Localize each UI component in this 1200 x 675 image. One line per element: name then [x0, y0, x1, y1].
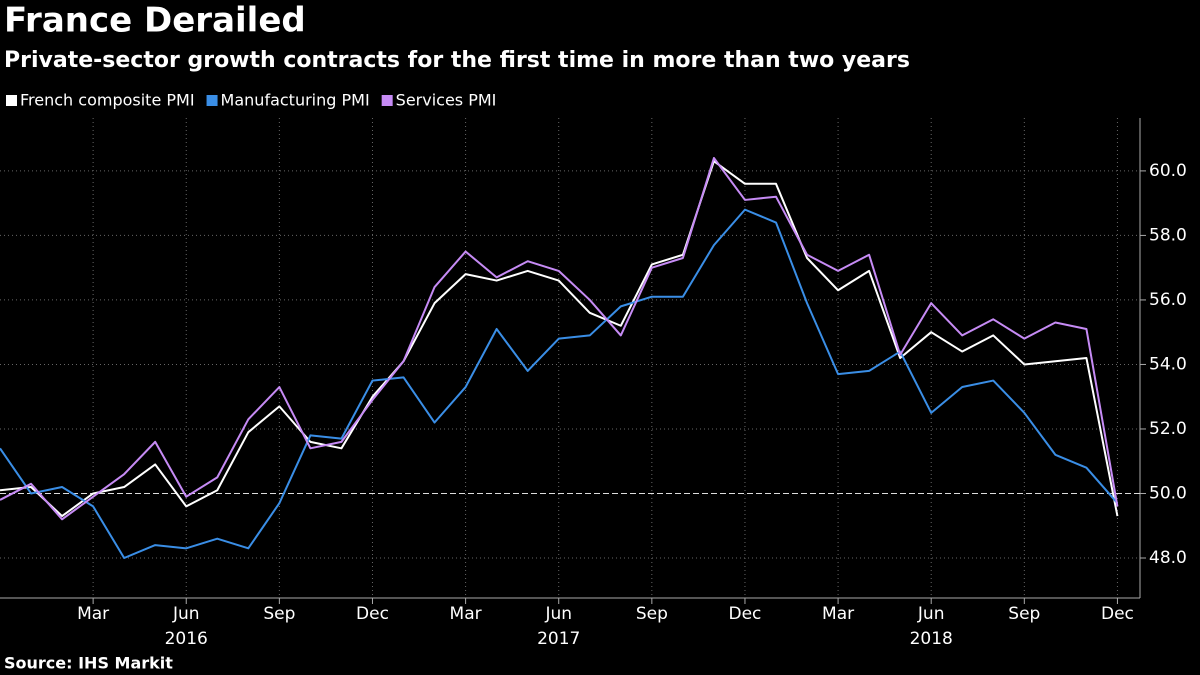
- legend-swatch: [6, 95, 17, 106]
- legend-swatch: [381, 95, 393, 106]
- y-tick-label: 58.0: [1149, 225, 1187, 245]
- x-tick-label: Jun: [917, 604, 945, 624]
- x-tick-label: Dec: [729, 604, 762, 624]
- y-tick-label: 48.0: [1149, 548, 1187, 568]
- chart-subtitle: Private-sector growth contracts for the …: [4, 48, 910, 73]
- y-tick-label: 52.0: [1149, 419, 1187, 439]
- series-line: [0, 160, 1119, 518]
- x-tick-label: Sep: [636, 604, 668, 624]
- legend-label: French composite PMI: [20, 91, 195, 110]
- series-line: [0, 208, 1119, 559]
- legend-swatch: [206, 95, 218, 106]
- year-label: 2017: [537, 629, 580, 649]
- chart-title: France Derailed: [4, 1, 306, 41]
- legend-label: Services PMI: [396, 91, 497, 110]
- y-tick-label: 50.0: [1149, 483, 1187, 503]
- x-tick-label: Sep: [263, 604, 295, 624]
- x-tick-label: Mar: [77, 604, 109, 624]
- x-tick-label: Mar: [450, 604, 482, 624]
- year-label: 2016: [165, 629, 208, 649]
- year-label: 2018: [910, 629, 953, 649]
- legend-label: Manufacturing PMI: [221, 91, 370, 110]
- x-tick-label: Jun: [172, 604, 200, 624]
- y-tick-label: 56.0: [1149, 290, 1187, 310]
- source-note: Source: IHS Markit: [4, 654, 173, 673]
- y-tick-label: 60.0: [1149, 161, 1187, 181]
- series-line: [0, 157, 1119, 521]
- y-tick-label: 54.0: [1149, 354, 1187, 374]
- x-tick-label: Sep: [1008, 604, 1040, 624]
- x-tick-label: Mar: [822, 604, 854, 624]
- x-tick-label: Dec: [356, 604, 389, 624]
- x-tick-label: Dec: [1101, 604, 1134, 624]
- x-tick-label: Jun: [544, 604, 572, 624]
